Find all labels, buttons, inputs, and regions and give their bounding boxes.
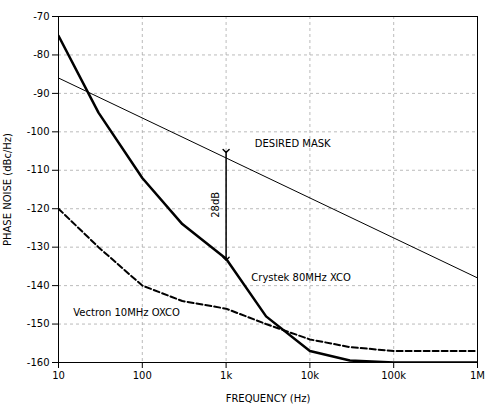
svg-text:-90: -90 — [33, 88, 49, 99]
svg-text:-160: -160 — [27, 357, 50, 368]
svg-text:-120: -120 — [27, 203, 50, 214]
svg-text:10: 10 — [52, 370, 65, 381]
svg-text:100k: 100k — [381, 370, 406, 381]
svg-text:DESIRED MASK: DESIRED MASK — [255, 138, 331, 149]
svg-text:28dB: 28dB — [210, 192, 221, 218]
svg-text:PHASE NOISE (dBc/Hz): PHASE NOISE (dBc/Hz) — [2, 133, 13, 246]
svg-text:1k: 1k — [220, 370, 232, 381]
svg-text:10k: 10k — [301, 370, 320, 381]
svg-text:-150: -150 — [27, 318, 50, 329]
svg-text:Crystek 80MHz XCO: Crystek 80MHz XCO — [251, 272, 351, 283]
svg-text:-70: -70 — [33, 11, 49, 22]
svg-text:-140: -140 — [27, 280, 50, 291]
svg-text:1M: 1M — [470, 370, 485, 381]
svg-text:FREQUENCY (Hz): FREQUENCY (Hz) — [226, 393, 311, 404]
svg-text:100: 100 — [133, 370, 152, 381]
svg-text:-80: -80 — [33, 49, 49, 60]
svg-text:-130: -130 — [27, 241, 50, 252]
svg-text:-100: -100 — [27, 126, 50, 137]
svg-text:Vectron 10MHz OXCO: Vectron 10MHz OXCO — [73, 307, 180, 318]
svg-text:-110: -110 — [27, 164, 50, 175]
